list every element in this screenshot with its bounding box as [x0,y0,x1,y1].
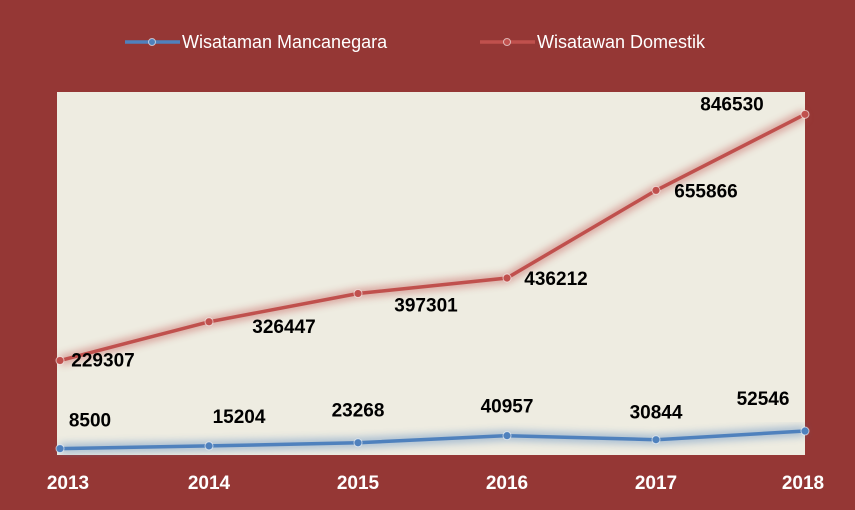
legend-marker [503,38,511,46]
x-tick-label: 2018 [782,473,824,494]
series-line [59,112,806,363]
x-tick-label: 2016 [486,473,528,494]
legend-label: Wisatawan Domestik [537,32,706,52]
point [55,444,65,454]
point [204,441,214,451]
point [800,109,810,119]
legend-label: Wisataman Mancanegara [182,32,388,52]
x-tick-label: 2013 [47,473,89,494]
x-tick-label: 2015 [337,473,380,494]
data-label: 15204 [213,407,266,428]
x-tick-label: 2014 [188,473,231,494]
point [502,273,512,283]
data-label: 23268 [332,401,385,422]
point [651,435,661,445]
data-label: 40957 [481,397,534,418]
data-label: 655866 [674,181,737,202]
data-label: 397301 [394,296,458,317]
series-line [59,429,806,451]
x-tick-label: 2017 [635,473,677,494]
data-label: 846530 [700,94,763,115]
data-label: 8500 [69,411,111,432]
data-label: 52546 [737,389,790,410]
legend-marker [148,38,156,46]
data-label: 326447 [252,317,315,338]
point [55,356,65,366]
data-label: 229307 [71,351,134,372]
plot-area [57,92,805,455]
data-label: 436212 [524,269,587,290]
point [502,431,512,441]
data-label: 30844 [630,403,683,424]
point [204,317,214,327]
point [651,185,661,195]
point [353,289,363,299]
point [353,438,363,448]
point [800,426,810,436]
